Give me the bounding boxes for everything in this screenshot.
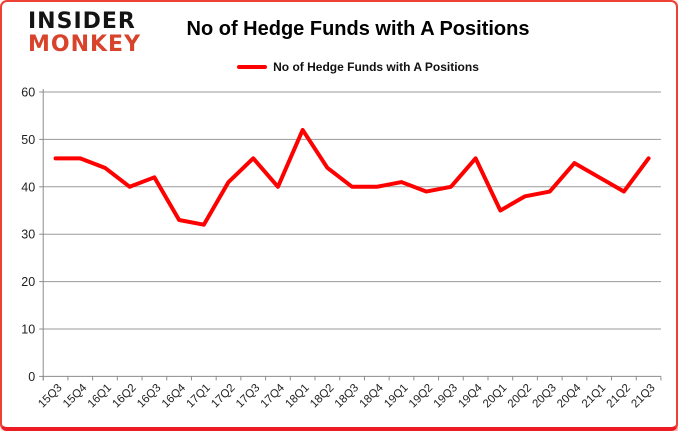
x-axis-tick-label: 17Q2	[209, 382, 237, 410]
x-axis-tick-label: 17Q3	[234, 382, 262, 410]
y-axis-tick-label: 30	[21, 228, 35, 242]
x-axis-tick-label: 20Q3	[530, 382, 558, 410]
x-axis-tick-label: 21Q1	[580, 382, 608, 410]
legend: No of Hedge Funds with A Positions	[40, 60, 676, 74]
x-axis-tick-label: 16Q3	[135, 382, 163, 410]
x-axis-tick-label: 19Q3	[432, 382, 460, 410]
x-axis-tick-label: 19Q1	[382, 382, 410, 410]
x-axis-tick-label: 20Q4	[555, 382, 584, 411]
logo-word-insider: INSIDER	[28, 9, 136, 34]
logo-word-monkey: MONKEY	[28, 31, 142, 57]
legend-label: No of Hedge Funds with A Positions	[273, 60, 479, 74]
y-axis-tick-label: 50	[21, 133, 35, 147]
chart-title: No of Hedge Funds with A Positions	[186, 18, 530, 40]
x-axis-tick-label: 16Q4	[160, 382, 189, 411]
x-axis-tick-label: 16Q1	[86, 382, 114, 410]
x-axis-tick-label: 20Q1	[481, 382, 509, 410]
y-axis-tick-label: 10	[21, 323, 35, 337]
series-line	[53, 127, 651, 227]
y-axis-tick-label: 40	[21, 180, 35, 194]
x-axis-tick-label: 18Q4	[358, 382, 387, 411]
x-axis-tick-label: 19Q4	[456, 382, 485, 411]
y-axis-tick-label: 0	[28, 370, 35, 384]
insider-monkey-logo: INSIDER MONKEY	[28, 9, 142, 57]
legend-line-swatch-icon	[237, 65, 268, 69]
x-axis-tick-label: 18Q1	[283, 382, 311, 410]
x-axis-tick-label: 20Q2	[506, 382, 534, 410]
x-axis-tick-label: 17Q4	[259, 382, 288, 411]
x-axis-tick-label: 17Q1	[185, 382, 213, 410]
x-axis-tick-label: 15Q4	[61, 382, 90, 411]
x-axis-tick-label: 18Q3	[333, 382, 361, 410]
y-axis-tick-label: 60	[21, 86, 35, 100]
x-axis-tick-label: 19Q2	[407, 382, 435, 410]
x-axis-tick-label: 21Q2	[605, 382, 633, 410]
y-axis-tick-label: 20	[21, 275, 35, 289]
x-axis-tick-label: 15Q3	[36, 382, 64, 410]
x-axis-tick-label: 18Q2	[308, 382, 336, 410]
x-axis-tick-label: 16Q2	[110, 382, 138, 410]
x-axis-tick-label: 21Q3	[629, 382, 657, 410]
